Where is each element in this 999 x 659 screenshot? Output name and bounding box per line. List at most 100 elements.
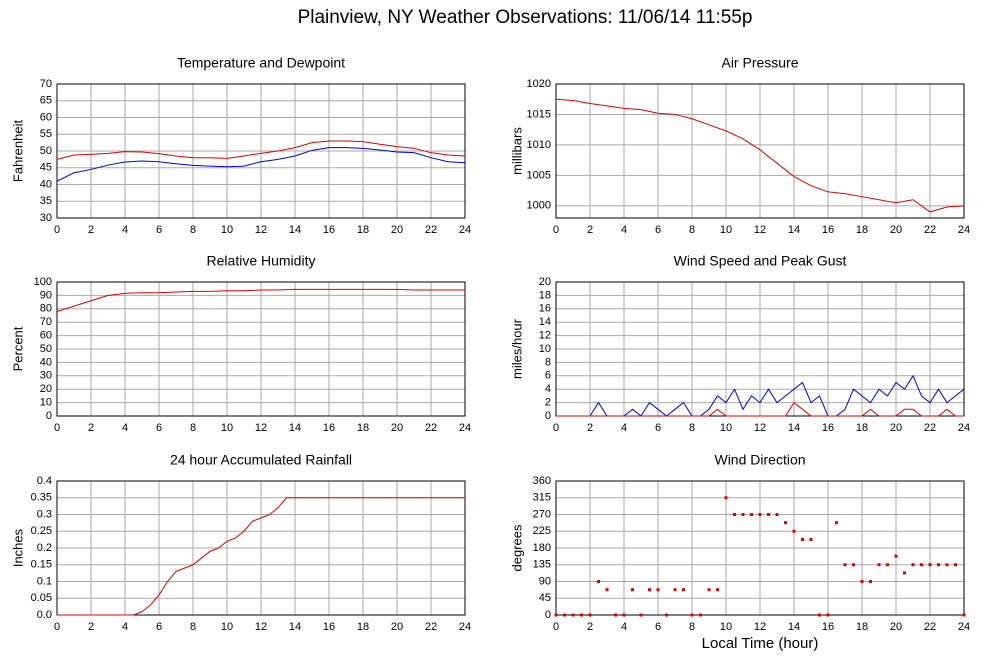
data-line: [56, 140, 466, 160]
x-tick-label: 22: [425, 621, 437, 633]
x-tick-label: 12: [754, 224, 766, 236]
data-point: [843, 563, 847, 567]
x-tick-label: 20: [391, 422, 403, 434]
y-axis-label: miles/hour: [509, 318, 524, 379]
data-point: [954, 563, 957, 567]
x-tick-label: 6: [156, 224, 162, 236]
panel-title: Wind Speed and Peak Gust: [674, 253, 847, 269]
data-point: [682, 588, 685, 592]
x-tick-label: 16: [822, 422, 834, 434]
x-tick-label: 4: [122, 621, 128, 633]
x-tick-label: 8: [190, 422, 196, 434]
y-tick-label: 45: [40, 162, 52, 174]
data-point: [928, 563, 932, 567]
plot-frame: [555, 480, 965, 616]
data-point: [622, 613, 626, 617]
data-point: [571, 613, 575, 617]
x-tick-label: 14: [788, 422, 800, 434]
y-tick-label: 1010: [527, 139, 551, 151]
y-tick-label: 10: [40, 397, 52, 409]
x-tick-label: 22: [425, 224, 437, 236]
data-point: [767, 513, 770, 516]
y-tick-label: 0.25: [31, 525, 52, 537]
data-point: [818, 613, 821, 617]
y-tick-label: 0.15: [31, 559, 52, 571]
data-point: [852, 563, 855, 567]
plot-frame: [56, 83, 466, 219]
data-point: [707, 588, 711, 592]
y-tick-label: 0.3: [37, 508, 52, 520]
x-tick-label: 8: [689, 621, 695, 633]
y-tick-label: 0.1: [37, 575, 52, 587]
y-tick-label: 8: [545, 356, 551, 368]
data-line: [555, 98, 965, 213]
x-tick-label: 22: [425, 422, 437, 434]
y-tick-label: 360: [533, 475, 551, 487]
x-tick-label: 0: [553, 224, 559, 236]
y-tick-label: 40: [40, 356, 52, 368]
data-point: [690, 613, 694, 617]
data-point: [656, 588, 660, 592]
data-point: [937, 563, 940, 567]
y-tick-label: 225: [533, 525, 551, 537]
y-tick-label: 50: [40, 145, 52, 157]
x-tick-label: 18: [856, 224, 868, 236]
data-point: [597, 580, 600, 583]
x-tick-label: 18: [357, 621, 369, 633]
y-axis-label: Fahrenheit: [10, 120, 25, 183]
y-tick-label: 4: [545, 383, 551, 395]
y-tick-label: 30: [40, 370, 52, 382]
x-tick-label: 22: [924, 422, 936, 434]
x-tick-label: 6: [655, 224, 661, 236]
y-tick-label: 270: [533, 508, 551, 520]
y-tick-label: 1000: [527, 200, 551, 212]
y-tick-label: 40: [40, 178, 52, 190]
x-tick-label: 24: [958, 621, 970, 633]
x-tick-label: 6: [655, 422, 661, 434]
x-tick-label: 20: [890, 224, 902, 236]
x-tick-label: 0: [54, 621, 60, 633]
y-tick-label: 90: [539, 575, 551, 587]
x-tick-label: 14: [289, 422, 301, 434]
x-tick-label: 18: [856, 621, 868, 633]
panel-title: Wind Direction: [714, 452, 805, 468]
x-tick-label: 2: [88, 224, 94, 236]
data-point: [962, 613, 966, 617]
x-tick-label: 6: [156, 621, 162, 633]
x-tick-label: 10: [720, 224, 732, 236]
data-point: [903, 571, 906, 575]
x-tick-label: 12: [255, 422, 267, 434]
x-tick-label: 6: [655, 621, 661, 633]
data-point: [699, 613, 702, 617]
x-tick-label: 22: [924, 224, 936, 236]
y-axis-label: millibars: [509, 127, 524, 175]
x-tick-label: 24: [459, 422, 471, 434]
y-tick-label: 90: [40, 289, 52, 301]
y-tick-label: 315: [533, 492, 551, 504]
x-tick-label: 0: [54, 422, 60, 434]
data-point: [724, 496, 728, 500]
data-line: [56, 147, 466, 182]
panel-title: Air Pressure: [721, 55, 798, 71]
data-point: [614, 613, 617, 617]
data-point: [894, 554, 898, 558]
data-point: [741, 513, 745, 516]
y-tick-label: 1020: [527, 78, 551, 90]
x-tick-label: 2: [88, 621, 94, 633]
x-tick-label: 4: [621, 224, 627, 236]
data-point: [945, 563, 949, 567]
x-tick-label: 8: [190, 621, 196, 633]
y-axis-label: Inches: [10, 528, 25, 567]
y-tick-label: 80: [40, 303, 52, 315]
y-tick-label: 20: [539, 276, 551, 288]
x-tick-label: 14: [289, 224, 301, 236]
x-tick-label: 20: [391, 621, 403, 633]
y-tick-label: 30: [40, 212, 52, 224]
x-tick-label: 2: [587, 621, 593, 633]
x-tick-label: 14: [289, 621, 301, 633]
x-tick-label: 24: [459, 621, 471, 633]
data-point: [877, 563, 881, 567]
x-tick-label: 4: [621, 422, 627, 434]
y-tick-label: 20: [40, 383, 52, 395]
y-tick-label: 1015: [527, 108, 551, 120]
